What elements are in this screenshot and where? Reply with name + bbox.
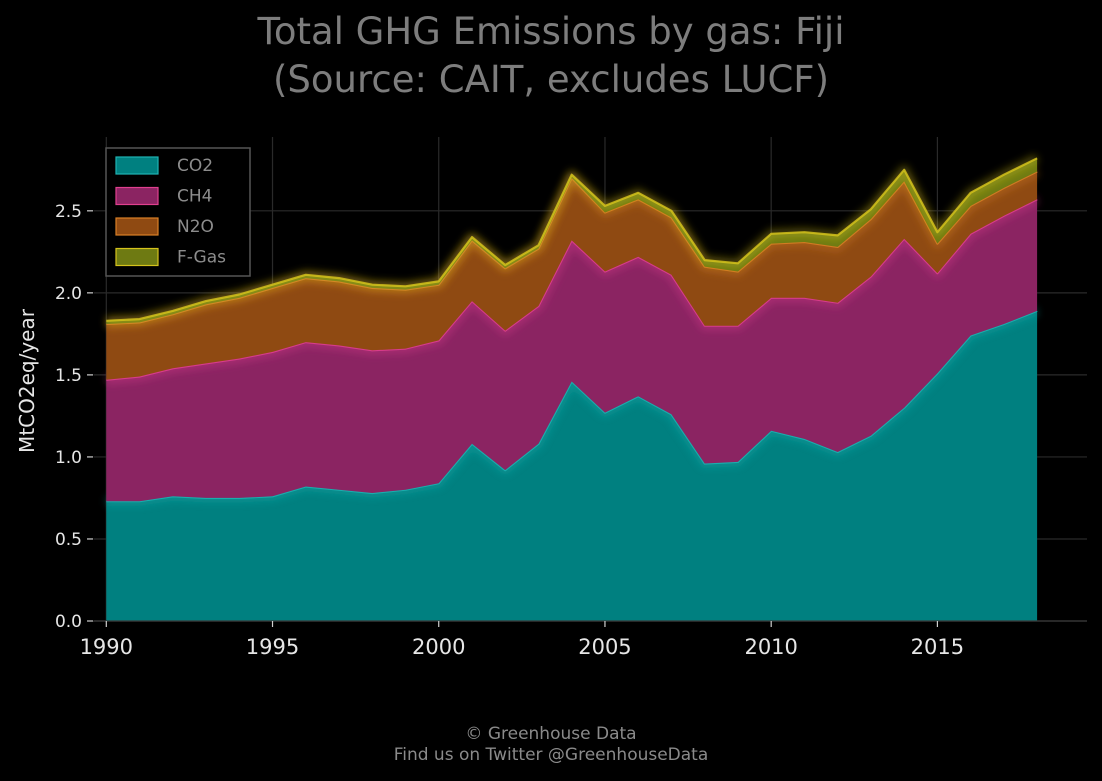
x-tick-label-4: 2010 (744, 635, 797, 659)
chart-title-line-2: (Source: CAIT, excludes LUCF) (272, 58, 830, 101)
legend-swatch-n2o (115, 217, 159, 236)
y-tick-label-0: 0.0 (55, 612, 82, 632)
y-tick-label-1: 0.5 (55, 530, 82, 550)
y-axis-label: MtCO2eq/year (15, 308, 39, 453)
twitter-text: Find us on Twitter @GreenhouseData (393, 745, 709, 765)
line-f-gas (106, 157, 1038, 322)
legend-label-n2o: N2O (177, 217, 214, 237)
legend-label-co2: CO2 (177, 156, 213, 176)
x-tick-label-5: 2015 (911, 635, 964, 659)
x-tick-label-0: 1990 (80, 635, 133, 659)
axes: 0.0 0.5 1.0 1.5 2.0 2.5 1990 1995 2000 2005 2010 20… (15, 137, 1087, 659)
legend-swatch-co2 (115, 156, 159, 175)
series-areas (105, 154, 1040, 621)
x-tick-label-1: 1995 (246, 635, 299, 659)
legend-label-ch4: CH4 (177, 187, 212, 207)
y-tick-label-5: 2.5 (55, 202, 82, 222)
y-tick-label-3: 1.5 (55, 366, 82, 386)
y-tick-label-4: 2.0 (55, 284, 82, 304)
footer: © Greenhouse Data Find us on Twitter @Gr… (0, 724, 1102, 766)
area-n2o (106, 171, 1038, 380)
x-tick-label-3: 2005 (578, 635, 631, 659)
y-tick-label-2: 1.0 (55, 448, 82, 468)
chart-title-line-1: Total GHG Emissions by gas: Fiji (257, 10, 845, 53)
copyright-text: © Greenhouse Data (465, 724, 637, 744)
chart-title: Total GHG Emissions by gas: Fiji (Source… (0, 8, 1102, 104)
area-ch4 (106, 199, 1038, 502)
area-co2 (106, 310, 1038, 621)
legend-label-f-gas: F-Gas (177, 248, 226, 268)
legend-swatch-f-gas (115, 247, 159, 267)
legend-swatch-ch4 (115, 186, 159, 206)
legend: CO2 CH4 N2O F-Gas (105, 147, 251, 277)
x-tick-label-2: 2000 (412, 635, 465, 659)
